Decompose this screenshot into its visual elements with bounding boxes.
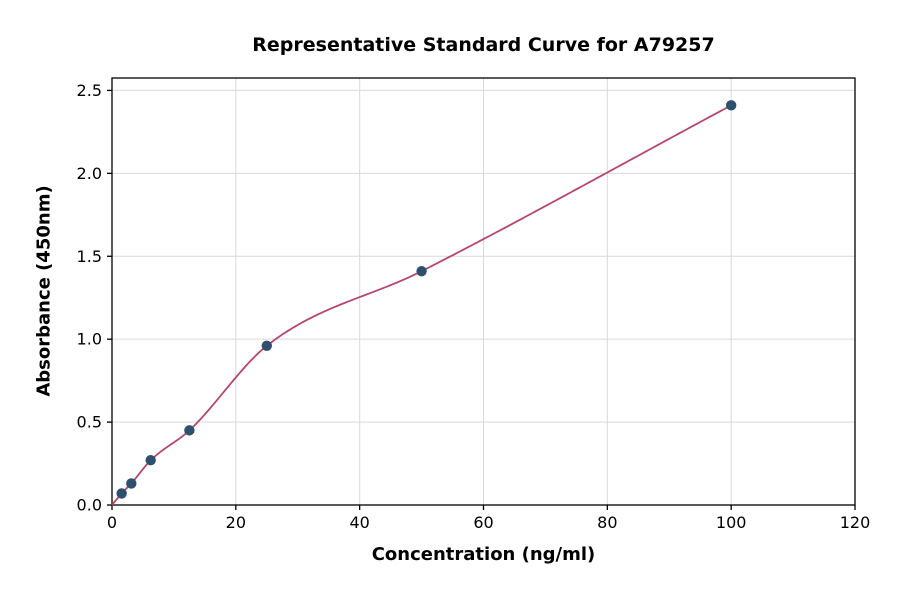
chart-title: Representative Standard Curve for A79257 bbox=[252, 34, 715, 56]
data-point bbox=[116, 488, 127, 499]
x-tick-label: 60 bbox=[473, 513, 493, 532]
y-tick-label: 2.5 bbox=[77, 81, 102, 100]
y-tick-label: 1.0 bbox=[77, 330, 102, 349]
data-point bbox=[145, 455, 156, 466]
x-tick-label: 0 bbox=[107, 513, 117, 532]
x-tick-label: 120 bbox=[840, 513, 871, 532]
x-tick-label: 40 bbox=[349, 513, 369, 532]
x-axis-label: Concentration (ng/ml) bbox=[371, 544, 596, 565]
y-tick-label: 0.0 bbox=[77, 496, 102, 515]
y-tick-label: 2.0 bbox=[77, 164, 102, 183]
data-point bbox=[184, 425, 195, 436]
data-point bbox=[261, 340, 272, 352]
data-point bbox=[725, 100, 737, 111]
fit-curve bbox=[111, 104, 732, 506]
x-tick-label: 100 bbox=[716, 513, 747, 532]
y-tick-label: 0.5 bbox=[77, 413, 102, 432]
x-tick-label: 80 bbox=[597, 513, 617, 532]
data-point bbox=[126, 478, 137, 489]
y-tick-label: 1.5 bbox=[77, 247, 102, 266]
x-tick-label: 20 bbox=[226, 513, 246, 532]
data-point bbox=[416, 265, 427, 277]
